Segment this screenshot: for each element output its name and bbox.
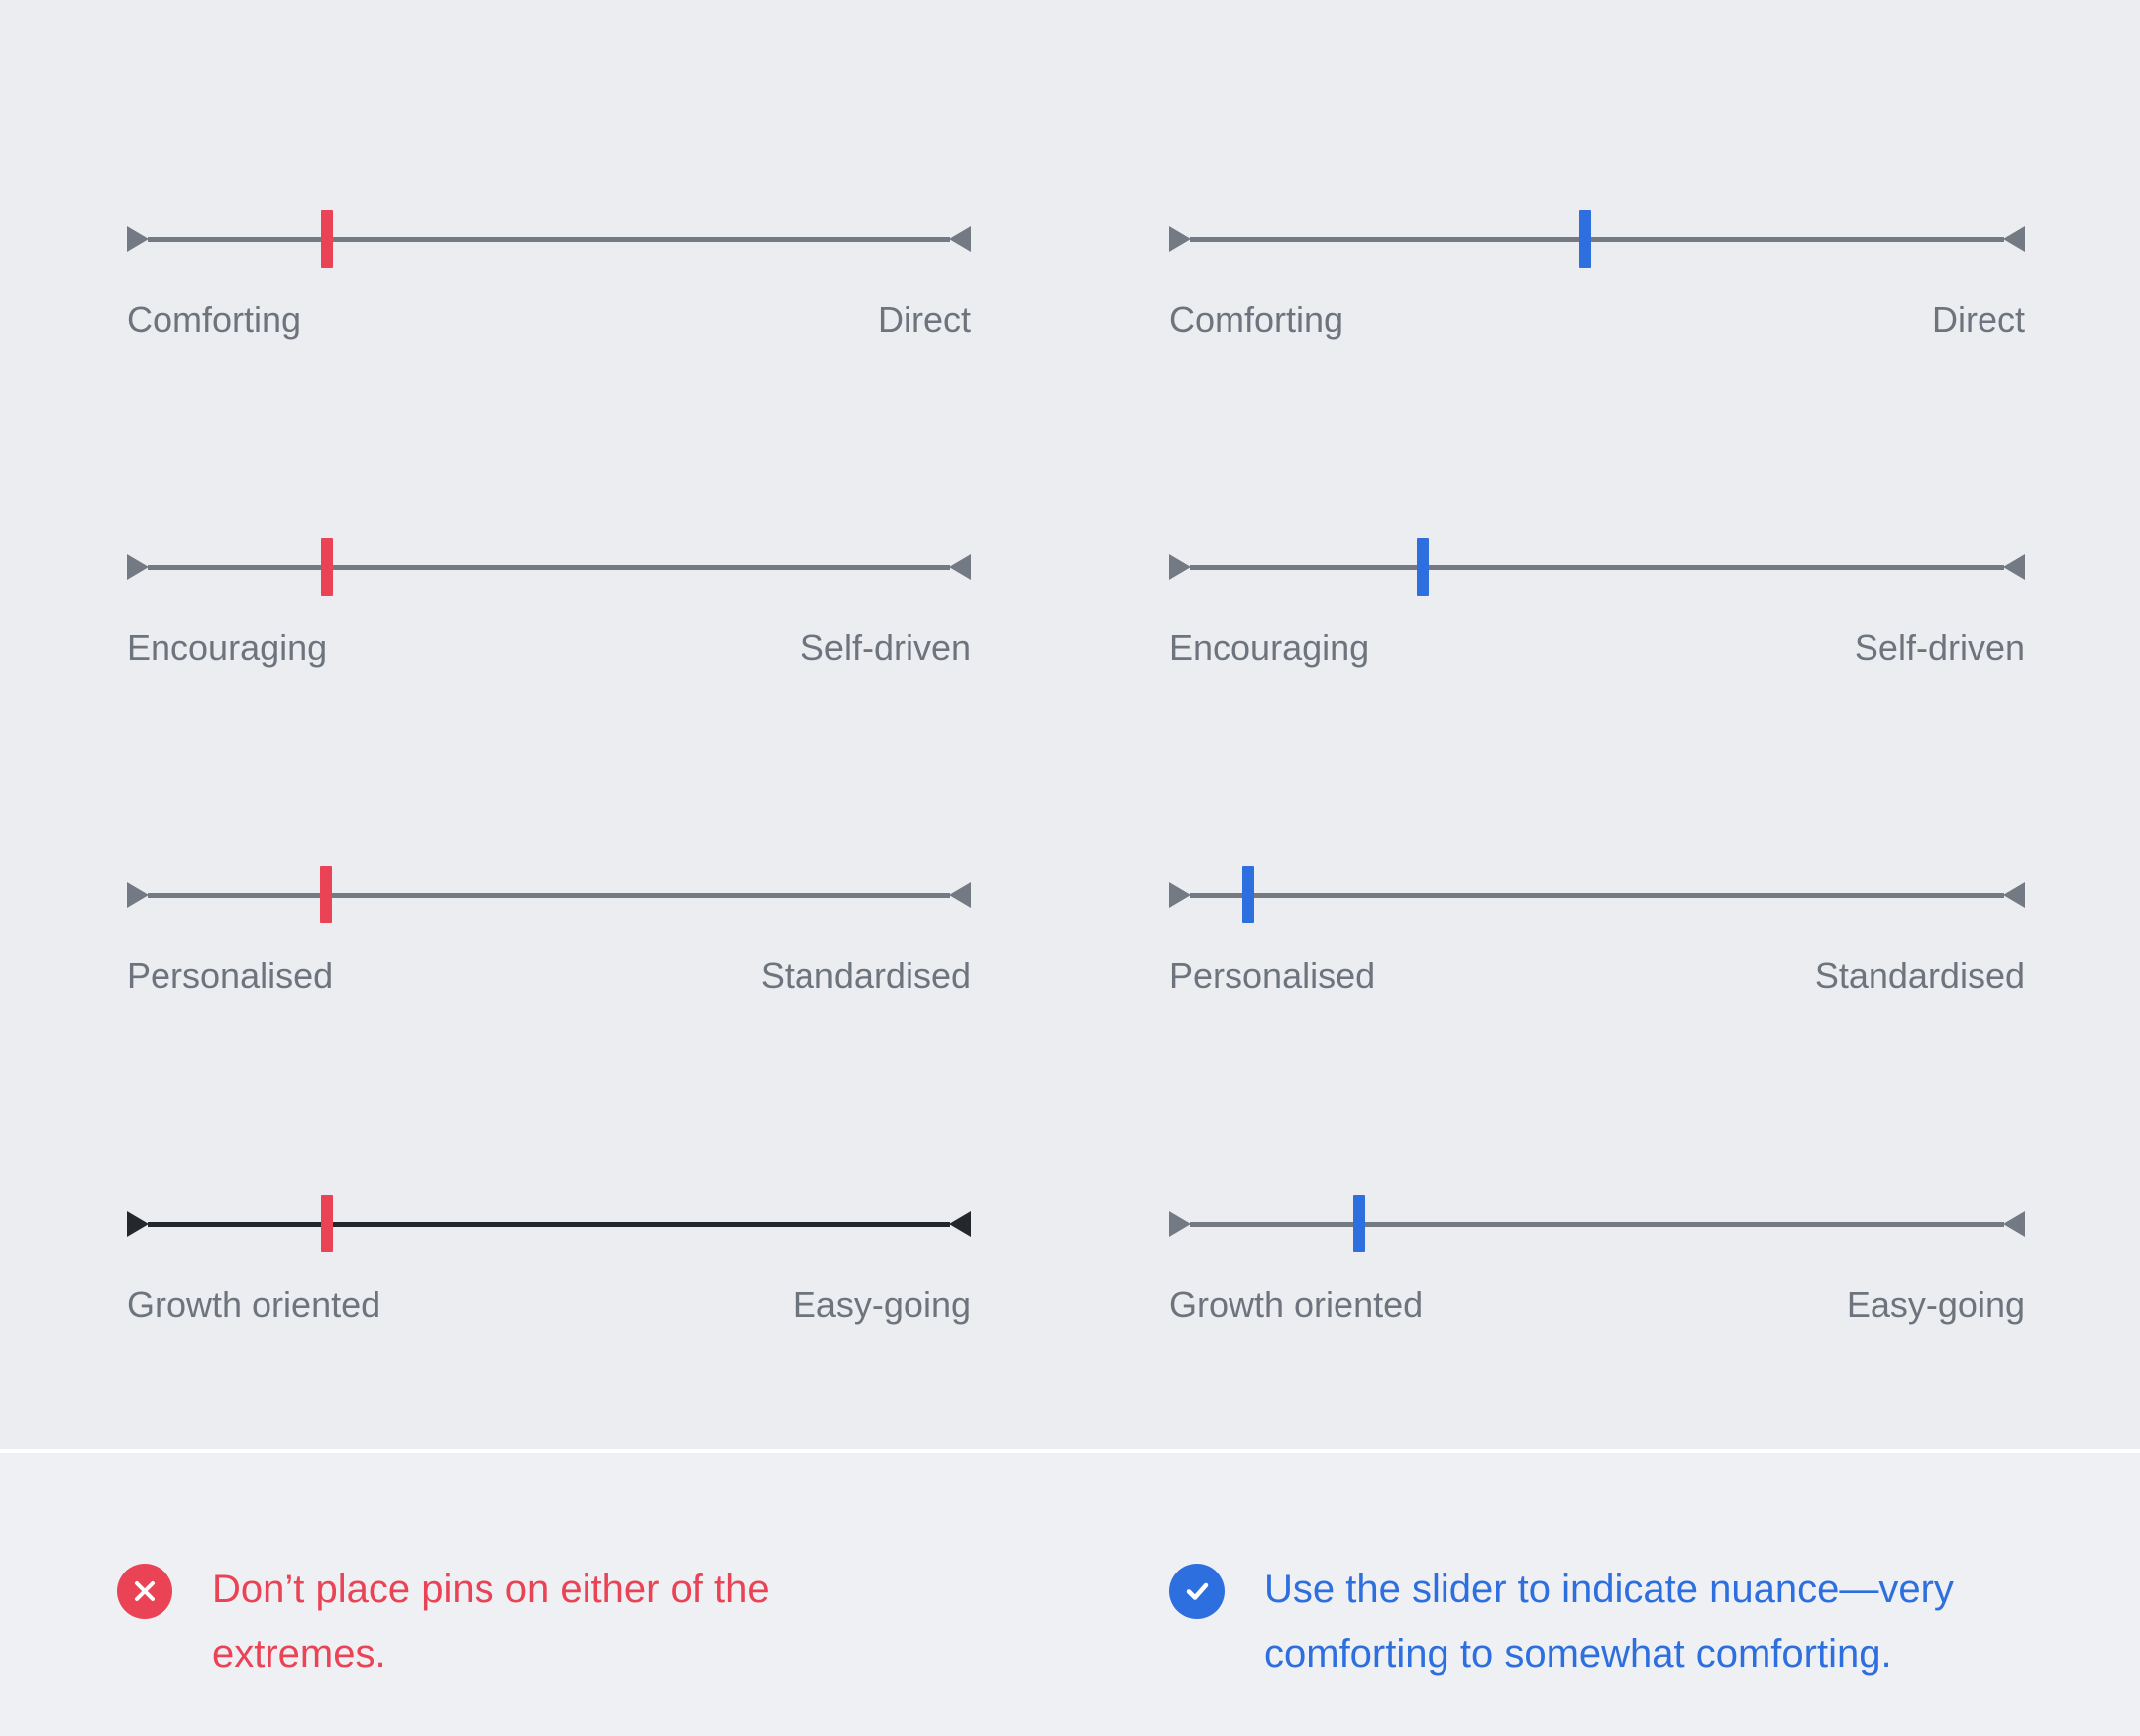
slider-pin[interactable] — [320, 866, 333, 923]
slider-right-label: Direct — [1931, 299, 2025, 340]
slider-track[interactable] — [1169, 1195, 2025, 1252]
slider-right-label: Direct — [877, 299, 971, 340]
track-right-arrow-icon — [949, 1211, 971, 1237]
track-line — [1190, 236, 2004, 242]
track-left-arrow-icon — [127, 882, 149, 908]
track-line — [148, 236, 950, 242]
slider-pin[interactable] — [1416, 538, 1429, 596]
slider-track[interactable] — [1169, 210, 2025, 268]
slider-do-growth-easygoing: Growth oriented Easy-going — [1169, 1195, 2025, 1329]
track-line — [1190, 564, 2004, 570]
check-icon — [1169, 1564, 1225, 1619]
track-left-arrow-icon — [1169, 226, 1191, 252]
slider-track[interactable] — [127, 538, 971, 596]
slider-pin[interactable] — [320, 538, 333, 596]
track-line — [148, 1221, 950, 1227]
section-divider — [0, 1449, 2140, 1453]
slider-track[interactable] — [1169, 538, 2025, 596]
x-icon — [117, 1564, 172, 1619]
slider-do-personalised-standardised: Personalised Standardised — [1169, 866, 2025, 1000]
slider-left-label: Growth oriented — [127, 1284, 381, 1325]
slider-track[interactable] — [127, 1195, 971, 1252]
slider-left-label: Encouraging — [1169, 627, 1370, 668]
track-left-arrow-icon — [127, 1211, 149, 1237]
slider-track[interactable] — [127, 866, 971, 923]
slider-pin[interactable] — [1242, 866, 1255, 923]
slider-right-label: Standardised — [1814, 955, 2025, 996]
slider-pin[interactable] — [320, 1195, 333, 1252]
slider-dont-comforting-direct: Comforting Direct — [127, 210, 971, 344]
track-right-arrow-icon — [2003, 554, 2025, 580]
slider-left-label: Comforting — [1169, 299, 1344, 340]
do-note-text: Use the slider to indicate nuance—very c… — [1264, 1568, 1954, 1676]
slider-right-label: Self-driven — [800, 627, 971, 668]
track-line — [1190, 892, 2004, 898]
slider-track[interactable] — [127, 210, 971, 268]
track-right-arrow-icon — [949, 226, 971, 252]
slider-right-label: Easy-going — [1846, 1284, 2025, 1325]
dont-note-text: Don’t place pins on either of the extrem… — [212, 1568, 770, 1676]
slider-left-label: Personalised — [1169, 955, 1376, 996]
slider-dont-personalised-standardised: Personalised Standardised — [127, 866, 971, 1000]
slider-dont-growth-easygoing: Growth oriented Easy-going — [127, 1195, 971, 1329]
dont-note: Don’t place pins on either of the extrem… — [117, 1558, 870, 1686]
slider-left-label: Comforting — [127, 299, 302, 340]
slider-left-label: Growth oriented — [1169, 1284, 1424, 1325]
notes-band — [0, 1453, 2140, 1736]
track-left-arrow-icon — [1169, 882, 1191, 908]
slider-do-encouraging-selfdriven: Encouraging Self-driven — [1169, 538, 2025, 672]
track-right-arrow-icon — [949, 882, 971, 908]
do-note: Use the slider to indicate nuance—very c… — [1169, 1558, 2061, 1686]
track-left-arrow-icon — [1169, 554, 1191, 580]
track-left-arrow-icon — [127, 226, 149, 252]
slider-pin[interactable] — [320, 210, 333, 268]
track-left-arrow-icon — [1169, 1211, 1191, 1237]
track-right-arrow-icon — [949, 554, 971, 580]
slider-pin[interactable] — [1352, 1195, 1365, 1252]
track-line — [148, 892, 950, 898]
track-line — [148, 564, 950, 570]
slider-dont-encouraging-selfdriven: Encouraging Self-driven — [127, 538, 971, 672]
track-line — [1190, 1221, 2004, 1227]
slider-right-label: Self-driven — [1854, 627, 2025, 668]
slider-left-label: Personalised — [127, 955, 334, 996]
slider-right-label: Easy-going — [792, 1284, 971, 1325]
slider-pin[interactable] — [1578, 210, 1591, 268]
track-left-arrow-icon — [127, 554, 149, 580]
slider-left-label: Encouraging — [127, 627, 328, 668]
track-right-arrow-icon — [2003, 226, 2025, 252]
slider-do-comforting-direct: Comforting Direct — [1169, 210, 2025, 344]
slider-right-label: Standardised — [760, 955, 971, 996]
track-right-arrow-icon — [2003, 1211, 2025, 1237]
slider-track[interactable] — [1169, 866, 2025, 923]
track-right-arrow-icon — [2003, 882, 2025, 908]
